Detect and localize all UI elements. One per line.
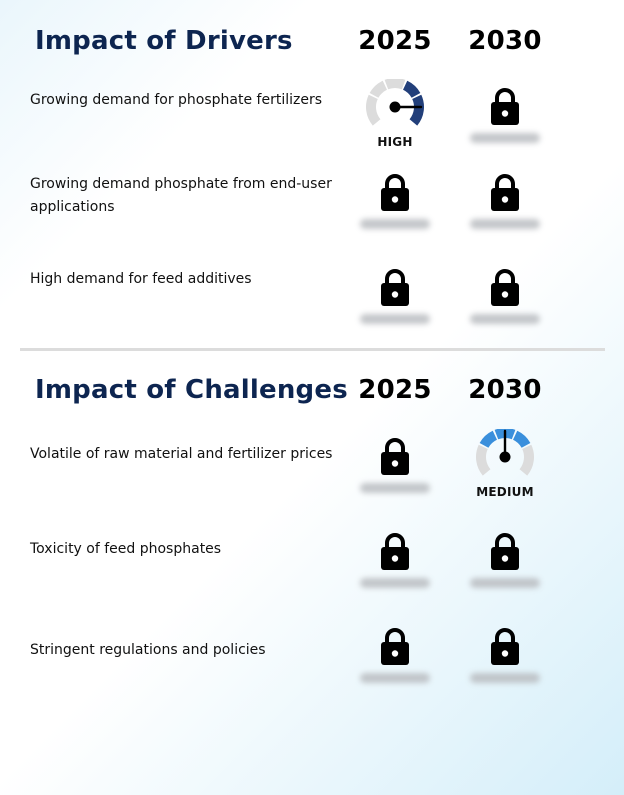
impact-level-label: MEDIUM (476, 485, 534, 499)
challenge-row-3: Stringent regulations and policies (0, 622, 624, 702)
driver-row-label: Growing demand for phosphate fertilizers (30, 92, 323, 108)
driver-row-3: High demand for feed additives (0, 263, 624, 343)
lock-icon (380, 627, 410, 665)
challenge-row-1-2030-cell: MEDIUM (450, 428, 560, 512)
challenges-title: Impact of Challenges (35, 375, 348, 405)
challenge-row-3-2025-cell[interactable] (340, 622, 450, 702)
drivers-year-2030: 2030 (468, 26, 542, 56)
challenge-row-1: Volatile of raw material and fertilizer … (0, 428, 624, 512)
driver-row-2: Growing demand phosphate from end-user a… (0, 168, 624, 248)
driver-row-label: High demand for feed additives (30, 271, 252, 287)
challenges-year-2025: 2025 (358, 375, 432, 405)
drivers-year-2025: 2025 (358, 26, 432, 56)
impact-level-label: HIGH (377, 135, 413, 149)
hidden-value-placeholder (360, 578, 430, 588)
driver-row-1-2025-cell: HIGH (340, 78, 450, 162)
driver-row-3-2025-cell[interactable] (340, 263, 450, 343)
driver-row-1: Growing demand for phosphate fertilizers… (0, 78, 624, 162)
lock-icon (380, 437, 410, 475)
hidden-value-placeholder (470, 578, 540, 588)
driver-row-2-2030-cell[interactable] (450, 168, 560, 248)
lock-icon (490, 532, 520, 570)
challenge-row-2-2025-cell[interactable] (340, 527, 450, 607)
challenges-year-2030: 2030 (468, 375, 542, 405)
challenge-row-1-2025-cell[interactable] (340, 432, 450, 512)
lock-icon (380, 532, 410, 570)
hidden-value-placeholder (360, 483, 430, 493)
challenge-row-2-2030-cell[interactable] (450, 527, 560, 607)
hidden-value-placeholder (360, 314, 430, 324)
drivers-title: Impact of Drivers (35, 26, 293, 56)
hidden-value-placeholder (360, 673, 430, 683)
challenge-row-label: Volatile of raw material and fertilizer … (30, 446, 333, 462)
lock-icon (490, 627, 520, 665)
lock-icon (490, 268, 520, 306)
hidden-value-placeholder (470, 133, 540, 143)
lock-icon (490, 87, 520, 125)
challenge-row-label: Toxicity of feed phosphates (30, 541, 222, 557)
challenge-row-label: Stringent regulations and policies (30, 642, 266, 658)
hidden-value-placeholder (360, 219, 430, 229)
challenge-row-2: Toxicity of feed phosphates (0, 527, 624, 607)
challenge-row-3-2030-cell[interactable] (450, 622, 560, 702)
gauge-icon (475, 428, 535, 481)
driver-row-3-2030-cell[interactable] (450, 263, 560, 343)
hidden-value-placeholder (470, 673, 540, 683)
driver-row-2-2025-cell[interactable] (340, 168, 450, 248)
lock-icon (380, 268, 410, 306)
section-divider (20, 348, 605, 351)
driver-row-label: Growing demand phosphate from end-user a… (30, 176, 332, 215)
lock-icon (490, 173, 520, 211)
driver-row-1-2030-cell[interactable] (450, 82, 560, 162)
hidden-value-placeholder (470, 219, 540, 229)
gauge-icon (365, 78, 425, 131)
lock-icon (380, 173, 410, 211)
hidden-value-placeholder (470, 314, 540, 324)
